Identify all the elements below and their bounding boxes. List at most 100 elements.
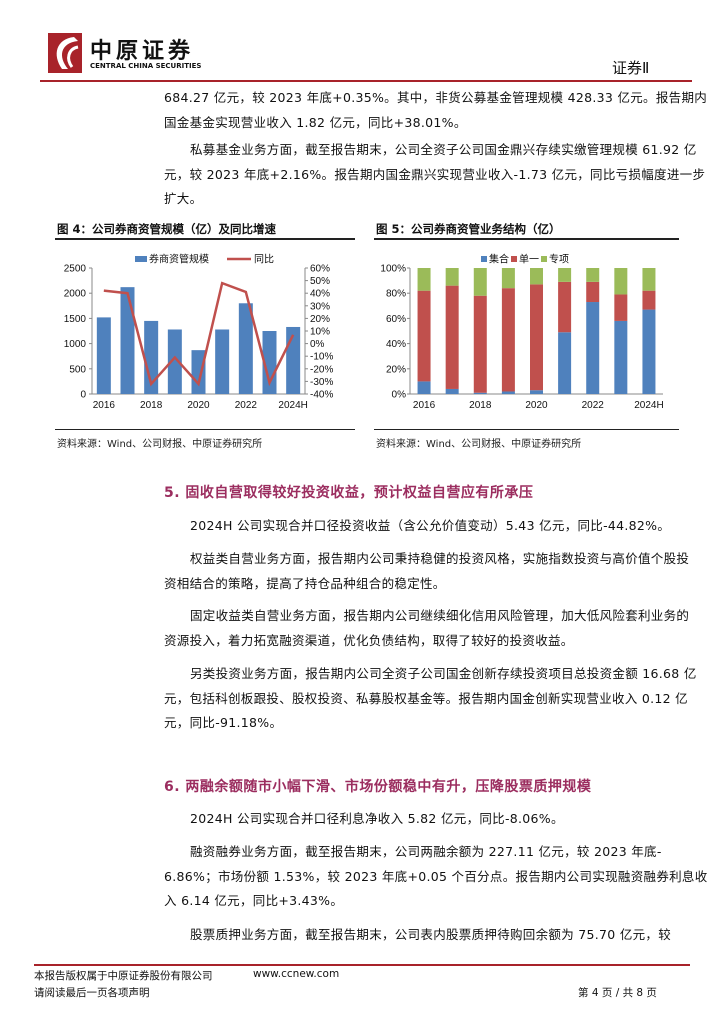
figure-5-title: 图 5：公司券商资管业务结构（亿）: [376, 222, 561, 236]
bar-专项-2022: [586, 268, 600, 282]
paragraph-line: 股票质押业务方面，截至报告期末，公司表内股票质押待购回余额为 75.70 亿元，…: [190, 927, 672, 942]
chart-asset-management-scale: 0 500 1000 1500 2000 2500 -40% -30% -20%-10% 0%10…: [64, 253, 334, 412]
section-6-heading: 6. 两融余额随市小幅下滑、市场份额稳中有升，压降股票质押规模: [164, 779, 592, 795]
paragraph-line: 权益类自营业务方面，报告期内公司秉持稳健的投资风格，实施指数投资与高价值个股投: [190, 551, 690, 566]
y-right-tick-label: 30%: [310, 301, 330, 312]
y-left-tick-label: 1500: [64, 314, 87, 325]
paragraph-line: 固定收益类自营业务方面，报告期内公司继续细化信用风险管理，加大低风险套利业务的: [190, 608, 690, 623]
bar-单一-2024H: [642, 290, 656, 310]
bar-2019: [167, 329, 182, 394]
x-tick-label: 2016: [93, 400, 116, 411]
y-tick-label: 100%: [380, 264, 406, 275]
paragraph-line: 入 6.14 亿元，同比+3.43%。: [164, 893, 344, 908]
bar-集合-2016: [417, 381, 431, 394]
bar-单一-2023: [614, 294, 628, 321]
bar-集合-2020: [530, 390, 543, 394]
bar-2021: [215, 329, 230, 394]
bar-集合-2018: [473, 392, 487, 394]
bar-专项-2020: [530, 268, 543, 285]
logo-en: CENTRAL CHINA SECURITIES: [90, 62, 202, 70]
figure-4-top-rule: [55, 238, 355, 240]
x-tick-label: 2022: [235, 400, 258, 411]
bar-单一-2018: [473, 295, 487, 393]
paragraph-line: 元，包括科创板跟投、股权投资、私募股权基金等。报告期内国金创新实现营业收入 0.…: [164, 690, 688, 706]
figure-4-bottom-rule: [55, 429, 355, 430]
bar-单一-2022: [586, 281, 600, 303]
bar-专项-2021: [558, 268, 572, 282]
chart-asset-management-structure: 0% 20% 40% 60% 80% 100% 2016 2018 2020 2022 2024H 集…: [380, 253, 663, 412]
y-right-tick-label: -10%: [310, 352, 333, 363]
page-number: 第 4 页 / 共 8 页: [578, 987, 657, 999]
paragraph-line: 元，同比-91.18%。: [164, 715, 283, 730]
footer-disclaimer: 请阅读最后一页各项声明: [34, 987, 150, 999]
footer-website-link[interactable]: www.ccnew.com: [253, 968, 340, 980]
bar-单一-2020: [530, 284, 543, 391]
paragraph-line: 另类投资业务方面，报告期内公司全资子公司国金创新存续投资项目总投资金额 16.6…: [190, 666, 697, 681]
y-right-tick-label: -30%: [310, 377, 333, 388]
x-tick-label: 2020: [525, 400, 548, 411]
figure-5-source: 资料来源：Wind、公司财报、中原证券研究所: [376, 439, 582, 450]
y-right-tick-label: 10%: [310, 327, 330, 338]
x-tick-label: 2022: [582, 400, 605, 411]
legend-label: 单一: [519, 254, 539, 266]
x-tick-label: 2024H: [634, 400, 663, 411]
legend-swatch: [511, 256, 517, 262]
y-right-tick-label: -40%: [310, 390, 333, 401]
figure-5-bottom-rule: [374, 429, 679, 430]
paragraph-line: 资源投入，着力拓宽融资渠道，优化负债结构，取得了较好的投资收益。: [164, 632, 574, 648]
y-tick-label: 80%: [386, 289, 406, 300]
y-right-tick-label: 60%: [310, 264, 330, 275]
bar-专项-2018: [473, 268, 487, 296]
bar-2018: [144, 320, 159, 394]
x-tick-label: 2024H: [278, 400, 307, 411]
y-left-tick-label: 2000: [64, 289, 87, 300]
bar-2017: [120, 287, 135, 394]
legend-label: 专项: [549, 253, 569, 266]
paragraph-line: 2024H 公司实现合并口径利息净收入 5.82 亿元，同比-8.06%。: [190, 811, 564, 826]
y-right-tick-label: 20%: [310, 314, 330, 325]
y-right-tick-label: -20%: [310, 364, 333, 375]
x-tick-label: 2018: [469, 400, 492, 411]
bar-集合-2024H: [642, 309, 656, 394]
figure-5-top-rule: [374, 238, 679, 240]
paragraph-line: 扩大。: [164, 191, 203, 206]
legend-swatch: [481, 256, 487, 262]
paragraph-line: 国金基金实现营业收入 1.82 亿元，同比+38.01%。: [164, 114, 467, 130]
figure-4-title: 图 4：公司券商资管规模（亿）及同比增速: [57, 222, 277, 236]
paragraph-line: 元，较 2023 年底+2.16%。报告期内国金鼎兴实现营业收入-1.73 亿元…: [164, 166, 706, 182]
bar-集合-2023: [614, 320, 628, 394]
paragraph-line: 6.86%；市场份额 1.53%，较 2023 年底+0.05 个百分点。报告期…: [164, 868, 708, 884]
y-left-tick-label: 1000: [64, 339, 87, 350]
bar-专项-2017: [445, 268, 459, 286]
bar-专项-2016: [417, 268, 431, 291]
section-5-heading: 5. 固收自营取得较好投资收益，预计权益自营应有所承压: [164, 485, 534, 501]
bar-单一-2019: [501, 288, 515, 392]
bar-集合-2019: [501, 391, 515, 394]
x-tick-label: 2018: [140, 400, 163, 411]
y-right-tick-label: 40%: [310, 289, 330, 300]
paragraph-line: 2024H 公司实现合并口径投资收益（含公允价值变动）5.43 亿元，同比-44…: [190, 518, 671, 533]
bar-专项-2024H: [642, 268, 656, 291]
bar-专项-2023: [614, 268, 628, 295]
yoy-line: [103, 281, 295, 387]
paragraph-line: 资相结合的策略，提高了持仓品种组合的稳定性。: [164, 575, 446, 591]
y-left-tick-label: 500: [69, 364, 86, 375]
paragraph-line: 私募基金业务方面，截至报告期末，公司全资子公司国金鼎兴存续实缴管理规模 61.9…: [190, 142, 697, 157]
legend-label: 同比: [254, 254, 274, 266]
logo-mark-icon: [48, 33, 82, 73]
x-tick-label: 2016: [413, 400, 436, 411]
company-logo: 中原证券 CENTRAL CHINA SECURITIES: [48, 33, 228, 75]
legend-label: 券商资管规模: [149, 253, 209, 266]
figure-4-source: 资料来源：Wind、公司财报、中原证券研究所: [57, 439, 263, 450]
y-tick-label: 20%: [386, 364, 406, 375]
footer-copyright: 本报告版权属于中原证券股份有限公司: [34, 970, 213, 982]
y-left-tick-label: 2500: [64, 264, 87, 275]
y-right-tick-label: 0%: [310, 339, 325, 350]
paragraph-line: 684.27 亿元，较 2023 年底+0.35%。其中，非货公募基金管理规模 …: [164, 90, 708, 105]
paragraph-line: 融资融券业务方面，截至报告期末，公司两融余额为 227.11 亿元，较 2023…: [190, 844, 662, 859]
legend-swatch: [541, 256, 547, 262]
legend-swatch-bar: [135, 256, 147, 262]
bar-集合-2017: [445, 388, 459, 394]
bar-单一-2016: [417, 290, 431, 382]
y-tick-label: 60%: [386, 314, 406, 325]
